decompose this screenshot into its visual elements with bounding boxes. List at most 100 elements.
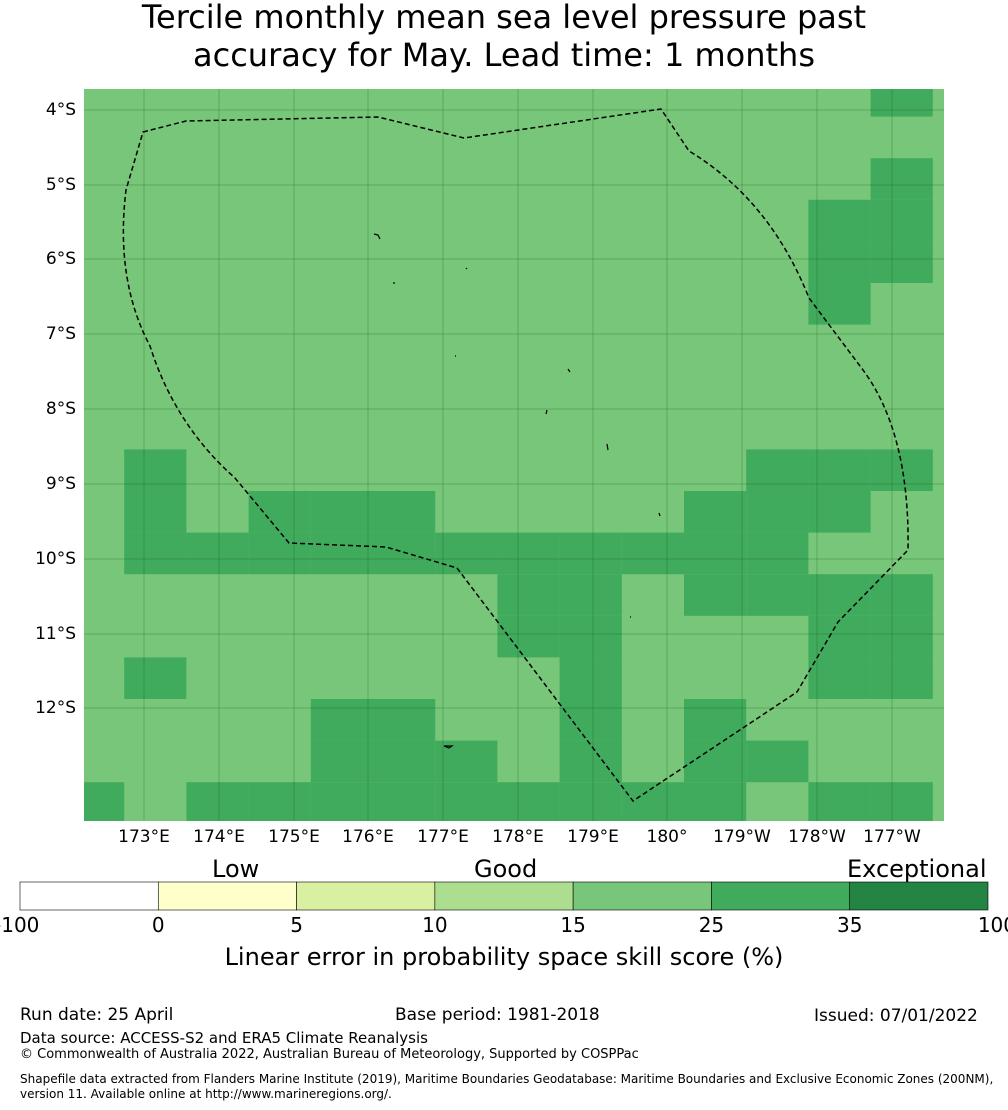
island-mark (606, 443, 609, 451)
skill-cell (870, 449, 933, 491)
copyright-note: © Commonwealth of Australia 2022, Austra… (20, 1047, 639, 1062)
island-mark (567, 368, 571, 373)
island-mark (373, 233, 381, 240)
longitude-label: 179°W (713, 827, 771, 847)
longitude-label: 179°E (567, 827, 619, 847)
skill-cell (310, 782, 373, 821)
longitude-label: 173°E (118, 827, 170, 847)
skill-cell (373, 699, 436, 741)
eez-boundary (122, 108, 909, 803)
skill-cell (435, 740, 498, 783)
skill-cell (124, 657, 187, 699)
skill-cell (373, 782, 436, 821)
skill-cell (559, 657, 622, 699)
issued-date: Issued: 07/01/2022 (814, 1006, 978, 1026)
skill-cell (248, 491, 311, 533)
skill-cell (621, 532, 684, 575)
skill-cell (559, 574, 622, 616)
skill-cell (559, 699, 622, 741)
longitude-label: 178°W (788, 827, 846, 847)
longitude-label: 180° (646, 827, 688, 847)
skill-cell (870, 241, 933, 283)
skill-cell (684, 740, 747, 783)
colorbar-tick-label: 5 (290, 913, 303, 937)
skill-cell (684, 782, 747, 821)
colorbar-bin (19, 881, 159, 911)
skill-grid (84, 89, 944, 821)
skill-cell (684, 491, 747, 533)
skill-cell (559, 615, 622, 658)
skill-cell (808, 241, 871, 283)
latitude-label: 5°S (45, 175, 76, 195)
colorbar-bin (711, 881, 851, 911)
skill-cell (870, 615, 933, 658)
skill-cell (373, 532, 436, 575)
skill-cell (870, 782, 933, 821)
skill-cell (808, 283, 871, 325)
skill-cell (435, 532, 498, 575)
skill-cell (248, 782, 311, 821)
skill-cell (124, 532, 187, 575)
skill-cell (497, 532, 560, 575)
skill-cell (808, 782, 871, 821)
skill-cell (124, 491, 187, 533)
island-mark (443, 745, 454, 749)
skill-cell (684, 699, 747, 741)
skill-cell (684, 532, 747, 575)
colorbar-bin (296, 881, 436, 911)
skill-cell (746, 532, 809, 575)
title-line-1: Tercile monthly mean sea level pressure … (141, 0, 867, 36)
skill-cell (870, 89, 933, 117)
longitude-label: 177°W (863, 827, 921, 847)
latitude-label: 4°S (45, 100, 76, 120)
colorbar-bin (572, 881, 712, 911)
skill-cell (497, 615, 560, 658)
skill-cell (808, 491, 871, 533)
base-period: Base period: 1981-2018 (395, 1005, 600, 1025)
skill-cell (124, 449, 187, 491)
title-line-2: accuracy for May. Lead time: 1 months (192, 36, 815, 74)
latitude-label: 6°S (45, 249, 76, 269)
skill-cell (497, 574, 560, 616)
skill-cell (870, 657, 933, 699)
skill-cell (808, 199, 871, 242)
longitude-label: 175°E (268, 827, 320, 847)
skill-cell (186, 532, 249, 575)
skill-cell (870, 574, 933, 616)
latitude-label: 10°S (35, 549, 76, 569)
skill-cell (373, 491, 436, 533)
longitude-label: 176°E (342, 827, 394, 847)
colorbar-bins (19, 881, 989, 911)
skill-cell (559, 532, 622, 575)
island-mark (465, 267, 468, 270)
island-mark (545, 409, 548, 415)
skill-cell (870, 199, 933, 242)
latitude-label: 12°S (35, 698, 76, 718)
run-date: Run date: 25 April (20, 1005, 174, 1025)
skill-cell (186, 782, 249, 821)
latitude-label: 7°S (45, 324, 76, 344)
skill-cell (373, 740, 436, 783)
graticule (84, 89, 944, 821)
skill-cell (746, 574, 809, 616)
skill-cell (248, 532, 311, 575)
colorbar-bin (849, 881, 989, 911)
colorbar-tick-label: 100 (977, 913, 1008, 937)
skill-cell (684, 574, 747, 616)
latitude-label: 11°S (35, 624, 76, 644)
skill-cell (310, 699, 373, 741)
skill-cell (435, 782, 498, 821)
colorbar-label: Linear error in probability space skill … (224, 943, 784, 971)
skill-cell (310, 491, 373, 533)
skill-cell (310, 740, 373, 783)
islands (373, 233, 661, 749)
longitude-label: 174°E (193, 827, 245, 847)
skill-cell (497, 782, 560, 821)
skill-cell (746, 740, 809, 783)
colorbar (19, 881, 989, 911)
skill-cell (808, 615, 871, 658)
legend-category-low: Low (212, 855, 260, 883)
data-source: Data source: ACCESS-S2 and ERA5 Climate … (20, 1029, 428, 1047)
skill-cell (808, 657, 871, 699)
